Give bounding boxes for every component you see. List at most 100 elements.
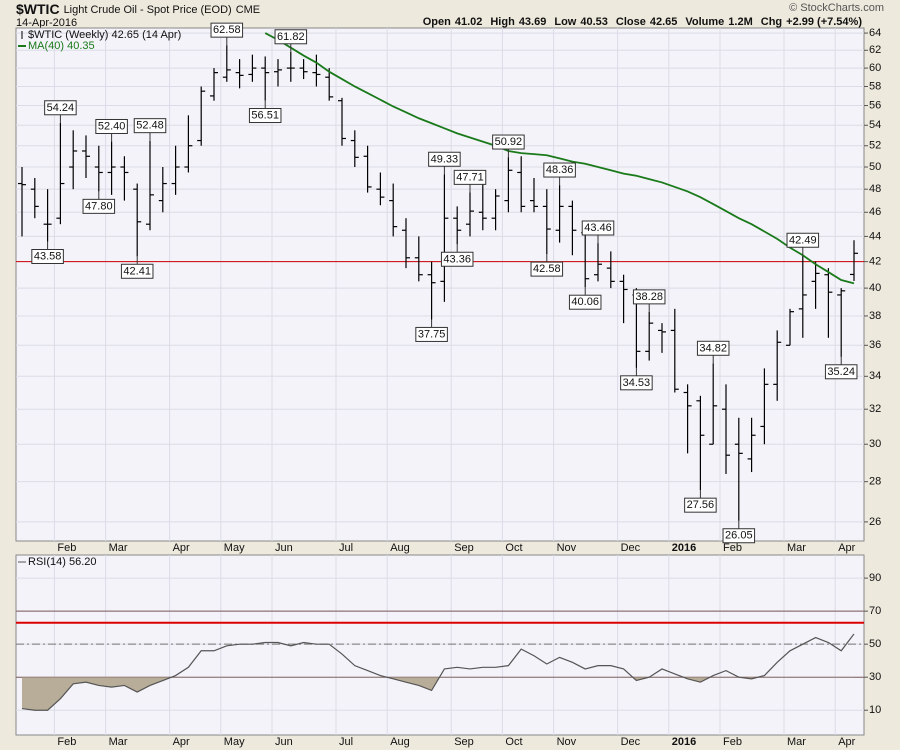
callout-label: 38.28 (635, 291, 663, 303)
x-tick-label: 2016 (672, 542, 696, 554)
y-tick-label: 50 (869, 161, 881, 173)
quote-label: Low (554, 16, 576, 28)
moving-average (264, 32, 855, 285)
y-tick-label: 28 (869, 476, 881, 488)
quote-value: 1.2M (728, 16, 752, 28)
y-tick-label: 60 (869, 62, 881, 74)
callout-label: 34.82 (699, 342, 727, 354)
quote-label: Chg (761, 16, 782, 28)
callout-label: 35.24 (827, 366, 855, 378)
plot-body (16, 32, 864, 521)
x-tick-label: Aug (390, 542, 410, 554)
x-tick-label: Jun (275, 542, 293, 554)
callout-label: 52.48 (136, 120, 164, 132)
quote-label: High (490, 16, 515, 28)
callout-label: 47.71 (456, 171, 484, 183)
date: 14-Apr-2016 (16, 17, 77, 29)
y-tick-label: 48 (869, 183, 881, 195)
callout-label: 56.51 (251, 110, 279, 122)
x-tick-label: Mar (787, 542, 806, 554)
y-tick-label: 64 (869, 27, 881, 39)
x-tick-label: Sep (454, 542, 474, 554)
callout-box (786, 232, 820, 248)
x-tick-label: Apr (173, 542, 190, 554)
y-tick-label: 62 (869, 44, 881, 56)
callout-box (440, 251, 474, 267)
callout-box (248, 108, 282, 124)
x-tick-label: Apr (838, 542, 855, 554)
y-tick-label: 36 (869, 339, 881, 351)
callout-box (82, 198, 116, 214)
callout-label: 42.49 (789, 234, 817, 246)
y-tick-label: 34 (869, 370, 881, 382)
x-tick-label: Feb (723, 736, 742, 748)
y-tick-label: 58 (869, 80, 881, 92)
callout-label: 50.92 (495, 136, 523, 148)
callout-label: 42.41 (123, 265, 151, 277)
callout-box (696, 340, 730, 356)
y-tick-label: 32 (869, 403, 881, 415)
callout-box (632, 289, 666, 305)
y-tick-label: 70 (869, 605, 881, 617)
x-tick-label: May (224, 736, 245, 748)
quote-value: 43.69 (519, 16, 547, 28)
x-tick-label: Aug (390, 736, 410, 748)
x-tick-label: Jul (339, 736, 353, 748)
quote-label: Volume (685, 16, 724, 28)
y-tick-label: 46 (869, 206, 881, 218)
y-tick-label: 30 (869, 438, 881, 450)
plot-area (15, 27, 865, 542)
callout-label: 47.80 (85, 200, 113, 212)
x-tick-label: Dec (621, 542, 641, 554)
y-tick-label: 54 (869, 119, 881, 131)
x-tick-label: Nov (557, 736, 577, 748)
x-tick-label: Nov (557, 542, 577, 554)
callout-box (415, 326, 448, 342)
callout-box (133, 118, 167, 134)
x-tick-label: Mar (787, 736, 806, 748)
callout-box (95, 118, 128, 134)
quote-value: 40.53 (580, 16, 608, 28)
panel: 26 28 30 32 34 36 38 40 42 44 46 48 50 52 54 56 58 60 62 64… (15, 22, 881, 554)
x-tick-label: Feb (57, 736, 76, 748)
callout-label: 52.40 (98, 120, 126, 132)
security-name: Light Crude Oil - Spot Price (EOD) (64, 4, 232, 16)
x-tick-label: Apr (838, 736, 855, 748)
oversold-shade (22, 677, 854, 711)
x-tick-label: Mar (109, 736, 128, 748)
title-line: $WTIC Light Crude Oil - Spot Price (EOD) C… (16, 1, 260, 17)
callout-box (581, 220, 615, 236)
callout-box (620, 375, 653, 391)
quote-value: 42.65 (650, 16, 678, 28)
callout-label: 49.33 (431, 153, 459, 165)
callout-label: 43.36 (443, 253, 471, 265)
quote-label: Close (616, 16, 646, 28)
quote-line: Open 41.02 High 43.69 Low 40.53 Close 42.65 Volu… (423, 16, 863, 28)
y-tick-label: 56 (869, 99, 881, 111)
callout-box (120, 263, 154, 279)
y-tick-label: 90 (869, 572, 881, 584)
callout-box (44, 100, 77, 116)
x-tick-label: Jul (339, 542, 353, 554)
callout-label: 43.58 (34, 251, 62, 263)
x-tick-label: Oct (505, 736, 522, 748)
callout-label: 40.06 (571, 296, 599, 308)
callout-box (428, 151, 461, 167)
x-tick-label: 2016 (672, 736, 696, 748)
legend-label: RSI(14) 56.20 (28, 556, 96, 568)
y-tick-label: 30 (869, 671, 881, 683)
quote-label: Open (423, 16, 451, 28)
callout-label: 62.58 (213, 24, 241, 36)
callout-label: 61.82 (277, 31, 305, 43)
y-tick-label: 10 (869, 704, 881, 716)
x-tick-label: Mar (109, 542, 128, 554)
callout-box (31, 249, 64, 265)
legend-label: $WTIC (Weekly) 42.65 (14 Apr) (28, 29, 181, 41)
callout-label: 27.56 (687, 499, 715, 511)
y-tick-label: 38 (869, 310, 881, 322)
y-tick-label: 40 (869, 282, 881, 294)
rsi-line (21, 633, 855, 711)
callout-label: 42.58 (533, 263, 561, 275)
